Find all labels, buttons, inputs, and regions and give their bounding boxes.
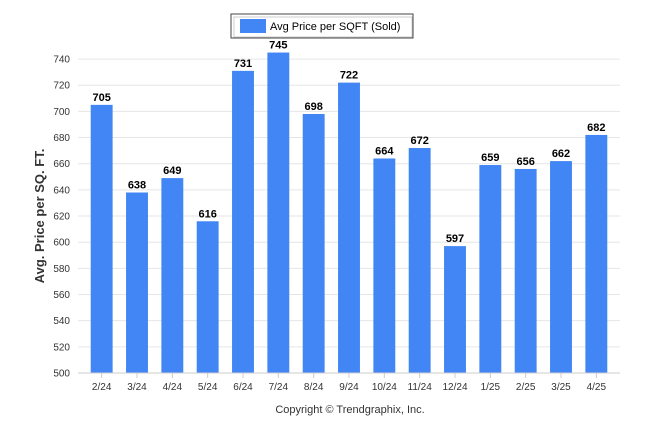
x-tick-label: 8/24 xyxy=(304,382,324,393)
y-tick-label: 740 xyxy=(53,55,70,66)
y-tick-label: 500 xyxy=(53,369,70,380)
data-label: 672 xyxy=(410,135,428,147)
y-tick-label: 660 xyxy=(53,159,70,170)
y-tick-label: 700 xyxy=(53,107,70,118)
data-label: 662 xyxy=(552,148,570,160)
data-label: 616 xyxy=(198,208,216,220)
x-tick-label: 9/24 xyxy=(339,382,359,393)
bar xyxy=(267,52,290,373)
data-label: 705 xyxy=(92,92,110,104)
data-label: 745 xyxy=(269,40,287,52)
y-tick-label: 560 xyxy=(53,290,70,301)
legend-label: Avg Price per SQFT (Sold) xyxy=(270,21,400,33)
legend: Avg Price per SQFT (Sold) xyxy=(230,13,414,39)
bar xyxy=(585,134,608,373)
data-label: 638 xyxy=(128,179,146,191)
x-tick-label: 2/24 xyxy=(92,382,112,393)
bar xyxy=(479,165,502,373)
bar xyxy=(514,168,537,373)
x-tick-label: 5/24 xyxy=(198,382,218,393)
bar xyxy=(408,148,431,373)
data-label: 664 xyxy=(375,145,394,157)
legend-inner-box xyxy=(233,16,413,38)
bar xyxy=(550,161,572,373)
bar xyxy=(161,178,184,373)
x-tick-label: 11/24 xyxy=(408,382,433,393)
y-tick-label: 640 xyxy=(53,185,70,196)
x-tick-label: 2/25 xyxy=(516,382,536,393)
y-tick-label: 580 xyxy=(53,264,70,275)
y-tick-label: 680 xyxy=(53,133,70,144)
bar xyxy=(90,104,113,374)
data-label: 731 xyxy=(234,58,252,70)
bar xyxy=(232,70,254,374)
x-tick-label: 3/24 xyxy=(127,382,147,393)
y-tick-label: 620 xyxy=(53,212,70,223)
y-tick-label: 540 xyxy=(53,316,70,327)
x-axis-ticks: 2/24 3/24 4/24 5/24 6/24 7/24 8/24 9/24 10/24 11/… xyxy=(92,373,607,393)
y-tick-label: 520 xyxy=(53,342,70,353)
y-tick-label: 600 xyxy=(53,238,70,249)
x-tick-label: 4/25 xyxy=(587,382,607,393)
data-label: 698 xyxy=(304,101,322,113)
data-label: 597 xyxy=(446,233,464,245)
bars xyxy=(90,52,608,374)
x-tick-label: 1/25 xyxy=(481,382,501,393)
data-label: 722 xyxy=(340,70,358,82)
bar xyxy=(338,82,360,374)
y-axis-ticks: 500 520 540 560 580 600 620 640 660 680 700 720 740 xyxy=(53,55,70,380)
x-tick-label: 3/25 xyxy=(551,382,571,393)
data-label: 682 xyxy=(587,122,605,134)
bar xyxy=(373,158,396,373)
x-tick-label: 6/24 xyxy=(233,382,253,393)
data-labels: 705 638 649 616 731 745 698 722 664 672 597 659 656 6… xyxy=(92,40,605,246)
data-label: 649 xyxy=(163,165,181,177)
data-label: 659 xyxy=(481,152,499,164)
x-tick-label: 7/24 xyxy=(269,382,289,393)
bar xyxy=(126,192,148,373)
x-tick-label: 4/24 xyxy=(163,382,183,393)
legend-swatch xyxy=(240,19,266,33)
y-tick-label: 720 xyxy=(53,81,70,92)
x-tick-label: 12/24 xyxy=(442,382,467,393)
y-axis-title: Avg. Price per SQ. FT. xyxy=(32,149,47,284)
bar xyxy=(196,221,219,373)
bar xyxy=(302,114,325,374)
data-label: 656 xyxy=(516,156,534,168)
x-tick-label: 10/24 xyxy=(372,382,397,393)
bar xyxy=(444,246,466,373)
copyright-text: Copyright © Trendgraphix, Inc. xyxy=(275,404,424,416)
